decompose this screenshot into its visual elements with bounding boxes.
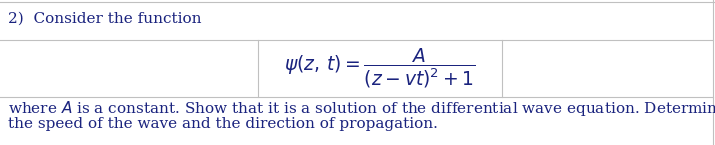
Text: 2)  Consider the function: 2) Consider the function xyxy=(8,12,202,26)
Text: $\psi(z,\, t) = \dfrac{A}{(z - vt)^2 + 1}$: $\psi(z,\, t) = \dfrac{A}{(z - vt)^2 + 1… xyxy=(284,46,476,90)
Text: where $A$ is a constant. Show that it is a solution of the differential wave equ: where $A$ is a constant. Show that it is… xyxy=(8,99,715,118)
Text: the speed of the wave and the direction of propagation.: the speed of the wave and the direction … xyxy=(8,117,438,131)
